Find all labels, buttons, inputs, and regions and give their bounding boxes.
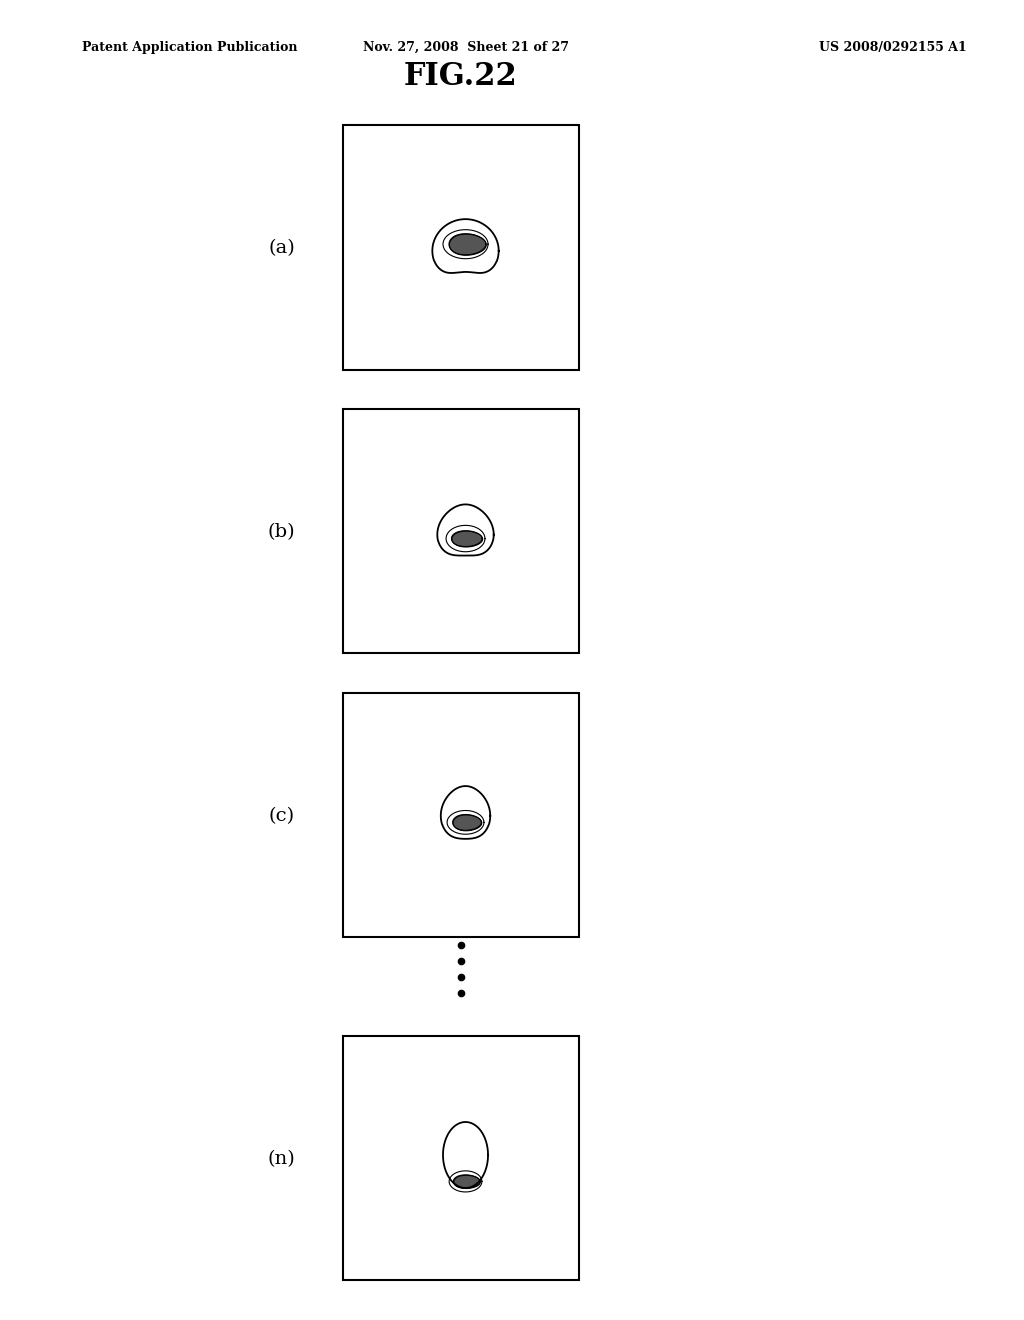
Text: FIG.22: FIG.22 (403, 61, 518, 92)
Bar (343, 693, 579, 937)
Bar (343, 1036, 579, 1280)
Text: (b): (b) (268, 523, 295, 541)
Text: (n): (n) (267, 1150, 296, 1168)
Text: Nov. 27, 2008  Sheet 21 of 27: Nov. 27, 2008 Sheet 21 of 27 (362, 41, 569, 54)
Bar (343, 409, 579, 653)
Text: US 2008/0292155 A1: US 2008/0292155 A1 (819, 41, 967, 54)
Text: Patent Application Publication: Patent Application Publication (82, 41, 297, 54)
Bar (343, 125, 579, 370)
Text: (a): (a) (268, 239, 295, 257)
Text: (c): (c) (268, 807, 295, 825)
